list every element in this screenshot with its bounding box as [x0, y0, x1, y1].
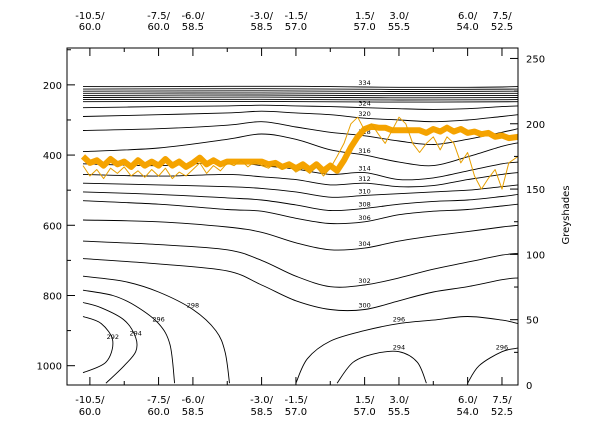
contour-line [82, 85, 518, 88]
right-axis-label: Greyshades [561, 185, 572, 244]
x-tick-label-bottom-lat: 60.0 [147, 407, 169, 418]
x-tick-label-top-lon: -3.0/ [250, 11, 274, 22]
x-tick-label-top-lat: 54.0 [457, 22, 479, 33]
x-tick-label-top-lon: 1.5/ [355, 11, 375, 22]
x-tick-label-bottom-lat: 58.5 [182, 407, 204, 418]
contour-line [82, 302, 138, 384]
x-tick-label-top-lon: -6.0/ [181, 11, 205, 22]
x-tick-label-top-lon: 3.0/ [389, 11, 409, 22]
contour-label: 316 [358, 147, 370, 155]
x-tick-label-bottom-lat: 55.5 [388, 407, 410, 418]
x-tick-label-bottom-lon: -3.0/ [250, 395, 274, 406]
x-tick-label-top-lat: 52.5 [491, 22, 513, 33]
contour-label: 324 [358, 100, 370, 108]
contour-label: 306 [358, 214, 370, 222]
contour-line [336, 350, 427, 384]
contour-line [82, 240, 518, 288]
contour-line-upper [82, 90, 518, 92]
x-tick-label-bottom-lon: 1.5/ [355, 395, 375, 406]
x-tick-label-bottom-lat: 57.0 [285, 407, 307, 418]
y-right-tick-label: 50 [526, 316, 539, 327]
x-tick-label-bottom-lat: 52.5 [491, 407, 513, 418]
contour-line-upper [82, 88, 518, 90]
x-tick-label-bottom-lat: 57.0 [353, 407, 375, 418]
contour-line [82, 258, 518, 312]
contour-line [82, 191, 518, 212]
contour-label: 304 [358, 240, 370, 248]
x-tick-label-top-lat: 58.5 [250, 22, 272, 33]
contour-line [82, 200, 518, 225]
contour-layer: 3023003043063103143163183203243343123082… [82, 79, 518, 384]
series-layer [80, 116, 518, 190]
contour-label: 296 [393, 316, 405, 324]
x-tick-label-top-lat: 57.0 [285, 22, 307, 33]
contour-label: 296 [496, 344, 508, 352]
y-left-tick-label: 600 [43, 221, 62, 232]
contour-label: 320 [358, 110, 370, 118]
x-tick-label-bottom-lon: -7.5/ [147, 395, 171, 406]
contour-line [82, 110, 518, 123]
y-right-tick-label: 200 [526, 120, 545, 131]
x-tick-label-top-lat: 58.5 [182, 22, 204, 33]
y-left-tick-label: 800 [43, 291, 62, 302]
contour-label: 312 [358, 175, 370, 183]
x-tick-label-top-lon: -7.5/ [147, 11, 171, 22]
x-tick-label-bottom-lon: -1.5/ [284, 395, 308, 406]
x-tick-label-bottom-lat: 58.5 [250, 407, 272, 418]
x-tick-label-bottom-lon: -6.0/ [181, 395, 205, 406]
contour-line [82, 219, 518, 251]
contour-line [295, 316, 518, 384]
x-tick-label-bottom-lat: 60.0 [79, 407, 101, 418]
x-tick-label-top-lat: 57.0 [353, 22, 375, 33]
contour-line-upper [82, 100, 518, 103]
contour-label: 314 [358, 165, 370, 173]
y-left-tick-label: 1000 [37, 362, 62, 373]
x-tick-label-top-lon: -10.5/ [75, 11, 105, 22]
contour-line [82, 121, 518, 145]
y-left-tick-label: 200 [43, 81, 62, 92]
contour-line-upper [82, 92, 518, 95]
plot-frame [66, 47, 519, 386]
contour-label: 294 [129, 330, 141, 338]
x-tick-label-bottom-lat: 54.0 [457, 407, 479, 418]
x-tick-label-bottom-lon: 7.5/ [492, 395, 512, 406]
contour-label: 334 [358, 79, 370, 87]
contour-label: 292 [107, 333, 119, 341]
contour-line [82, 104, 518, 110]
x-tick-label-top-lon: 6.0/ [458, 11, 478, 22]
series-line-thin [82, 116, 518, 190]
x-tick-label-bottom-lon: 6.0/ [458, 395, 478, 406]
contour-label: 308 [358, 200, 370, 208]
contour-line [82, 172, 518, 188]
y-right-tick-label: 150 [526, 185, 545, 196]
x-tick-label-top-lon: -1.5/ [284, 11, 308, 22]
x-tick-label-top-lat: 60.0 [147, 22, 169, 33]
y-right-tick-label: 0 [526, 381, 532, 392]
y-right-tick-label: 100 [526, 250, 545, 261]
contour-label: 294 [393, 344, 405, 352]
contour-line [467, 347, 518, 384]
y-right-tick-label: 250 [526, 54, 545, 65]
x-tick-label-bottom-lon: 3.0/ [389, 395, 409, 406]
contour-line-upper [82, 98, 518, 101]
contour-label: 296 [152, 316, 164, 324]
contour-label: 310 [358, 187, 370, 195]
contour-line [82, 182, 518, 198]
contour-line [82, 289, 176, 384]
series-line-thick [80, 123, 518, 174]
axis-layer: -10.5/60.0-10.5/60.0-7.5/60.0-7.5/60.0-6… [37, 11, 546, 418]
x-tick-label-top-lat: 55.5 [388, 22, 410, 33]
x-tick-label-top-lon: 7.5/ [492, 11, 512, 22]
contour-label: 298 [187, 302, 199, 310]
contour-label: 300 [358, 302, 370, 310]
contour-label: 302 [358, 277, 370, 285]
contour-line [82, 275, 230, 384]
contour-line-upper [82, 96, 518, 99]
y-left-tick-label: 400 [43, 151, 62, 162]
contour-line [82, 316, 114, 374]
contour-line-upper [82, 94, 518, 97]
x-tick-label-bottom-lon: -10.5/ [75, 395, 105, 406]
x-tick-label-top-lat: 60.0 [79, 22, 101, 33]
